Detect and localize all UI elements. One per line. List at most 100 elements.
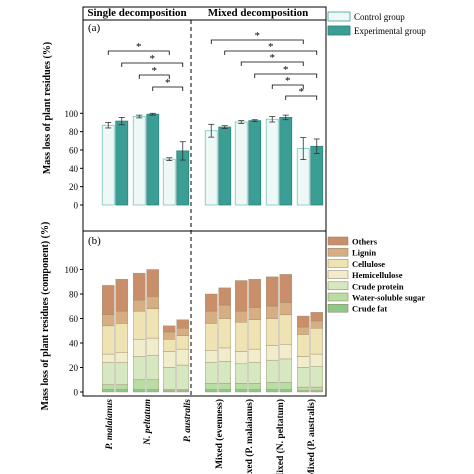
legend-a-experimental-label: Experimental group	[354, 26, 426, 36]
a-error-bar	[221, 125, 228, 129]
panel-b-frame	[82, 230, 327, 397]
b-segment-hemicellulose	[205, 350, 218, 363]
x-category-label: N. peltatum	[143, 399, 153, 446]
significance-star: *	[270, 52, 276, 64]
b-segment-hemicellulose	[176, 348, 189, 366]
a-bar-control	[265, 118, 279, 206]
b-segment-others	[133, 272, 146, 301]
b-segment-water-soluble-sugar	[205, 383, 218, 390]
b-segment-others	[310, 312, 323, 322]
b-segment-lignin	[279, 302, 292, 316]
b-segment-cellulose	[235, 321, 248, 352]
x-category-label: P. australis	[183, 399, 193, 442]
b-segment-lignin	[248, 307, 261, 320]
b-segment-lignin	[297, 326, 310, 335]
b-segment-others	[248, 279, 261, 308]
b-segment-crude-fat	[266, 389, 279, 393]
a-significance-bracket: *	[285, 86, 318, 100]
x-category-label: Mixed (N. peltatum)	[275, 399, 286, 474]
b-segment-others	[163, 325, 176, 333]
b-segment-crude-fat	[235, 389, 248, 393]
legend-b-swatch	[327, 292, 349, 302]
b-segment-crude-protein	[115, 362, 128, 385]
panel-b-label: (b)	[88, 235, 101, 247]
a-significance-bracket: *	[121, 53, 184, 67]
b-segment-lignin	[102, 314, 115, 327]
significance-star: *	[283, 64, 289, 76]
a-bar-control	[234, 121, 248, 206]
b-segment-cellulose	[266, 318, 279, 346]
b-segment-crude-protein	[133, 356, 146, 380]
b-segment-lignin	[310, 320, 323, 329]
a-significance-bracket: *	[271, 75, 304, 89]
b-segment-crude-protein	[102, 362, 115, 385]
b-segment-hemicellulose	[146, 337, 159, 356]
legend-a-control-label: Control group	[354, 12, 405, 22]
b-ytick-label: 20	[69, 363, 79, 373]
b-segment-crude-protein	[297, 367, 310, 388]
a-error-bar	[251, 119, 258, 122]
a-error-bar	[105, 122, 112, 129]
a-error-bar	[136, 114, 143, 119]
b-segment-crude-fat	[248, 389, 261, 393]
legend-b-label: Hemicellulose	[352, 270, 403, 280]
a-significance-bracket: *	[224, 41, 318, 55]
b-segment-hemicellulose	[102, 353, 115, 363]
b-segment-crude-protein	[176, 364, 189, 390]
legend-b-label: Others	[352, 237, 378, 247]
b-segment-lignin	[266, 306, 279, 319]
a-bar-control	[204, 130, 218, 206]
a-ytick-label: 0	[74, 201, 79, 211]
legend-b-label: Crude protein	[352, 281, 404, 291]
b-segment-others	[102, 285, 115, 316]
a-ytick-label: 60	[69, 145, 79, 155]
a-ytick-label: 100	[65, 109, 79, 119]
b-segment-water-soluble-sugar	[310, 386, 323, 391]
b-segment-hemicellulose	[248, 348, 261, 363]
legend-b-label: Cellulose	[352, 259, 385, 269]
significance-star: *	[152, 65, 158, 77]
b-segment-water-soluble-sugar	[279, 382, 292, 390]
significance-star: *	[136, 41, 142, 53]
a-error-bar	[166, 157, 173, 161]
legend-a: Control group Experimental group	[327, 11, 426, 36]
b-segment-water-soluble-sugar	[235, 383, 248, 390]
b-ytick-label: 60	[69, 314, 79, 324]
x-category-label: P. malaianus	[105, 399, 115, 450]
b-segment-lignin	[205, 310, 218, 324]
b-segment-hemicellulose	[133, 339, 146, 357]
b-segment-others	[115, 279, 128, 312]
b-segment-crude-fat	[133, 389, 146, 393]
legend-a-control-swatch	[327, 11, 351, 22]
b-ytick-label: 0	[74, 388, 79, 398]
b-segment-lignin	[235, 310, 248, 323]
x-category-label: Mixed (P. malaianus)	[244, 399, 255, 474]
b-segment-cellulose	[218, 318, 231, 349]
b-segment-cellulose	[102, 325, 115, 355]
b-ytick-label: 100	[65, 265, 79, 275]
b-segment-lignin	[218, 304, 231, 319]
b-segment-cellulose	[146, 308, 159, 339]
significance-star: *	[165, 77, 171, 89]
b-segment-hemicellulose	[297, 356, 310, 368]
b-segment-cellulose	[163, 339, 176, 352]
b-segment-crude-protein	[146, 355, 159, 380]
a-error-bar	[149, 112, 156, 116]
b-segment-hemicellulose	[266, 345, 279, 361]
legend-b-swatch	[327, 281, 349, 291]
b-segment-water-soluble-sugar	[146, 379, 159, 390]
b-segment-water-soluble-sugar	[102, 384, 115, 390]
panel-a-ylabel: Mass loss of plant residues (%)	[42, 42, 53, 174]
b-ytick-label: 40	[69, 339, 79, 349]
b-segment-lignin	[115, 310, 128, 324]
b-segment-crude-protein	[235, 363, 248, 384]
b-segment-crude-protein	[218, 361, 231, 384]
b-segment-others	[235, 280, 248, 312]
a-bar-control	[162, 158, 176, 206]
significance-star: *	[255, 30, 261, 42]
a-error-bar	[118, 117, 125, 126]
b-segment-others	[218, 287, 231, 306]
b-segment-crude-fat	[146, 389, 159, 393]
legend-b-swatch	[327, 270, 349, 279]
b-segment-hemicellulose	[279, 344, 292, 360]
